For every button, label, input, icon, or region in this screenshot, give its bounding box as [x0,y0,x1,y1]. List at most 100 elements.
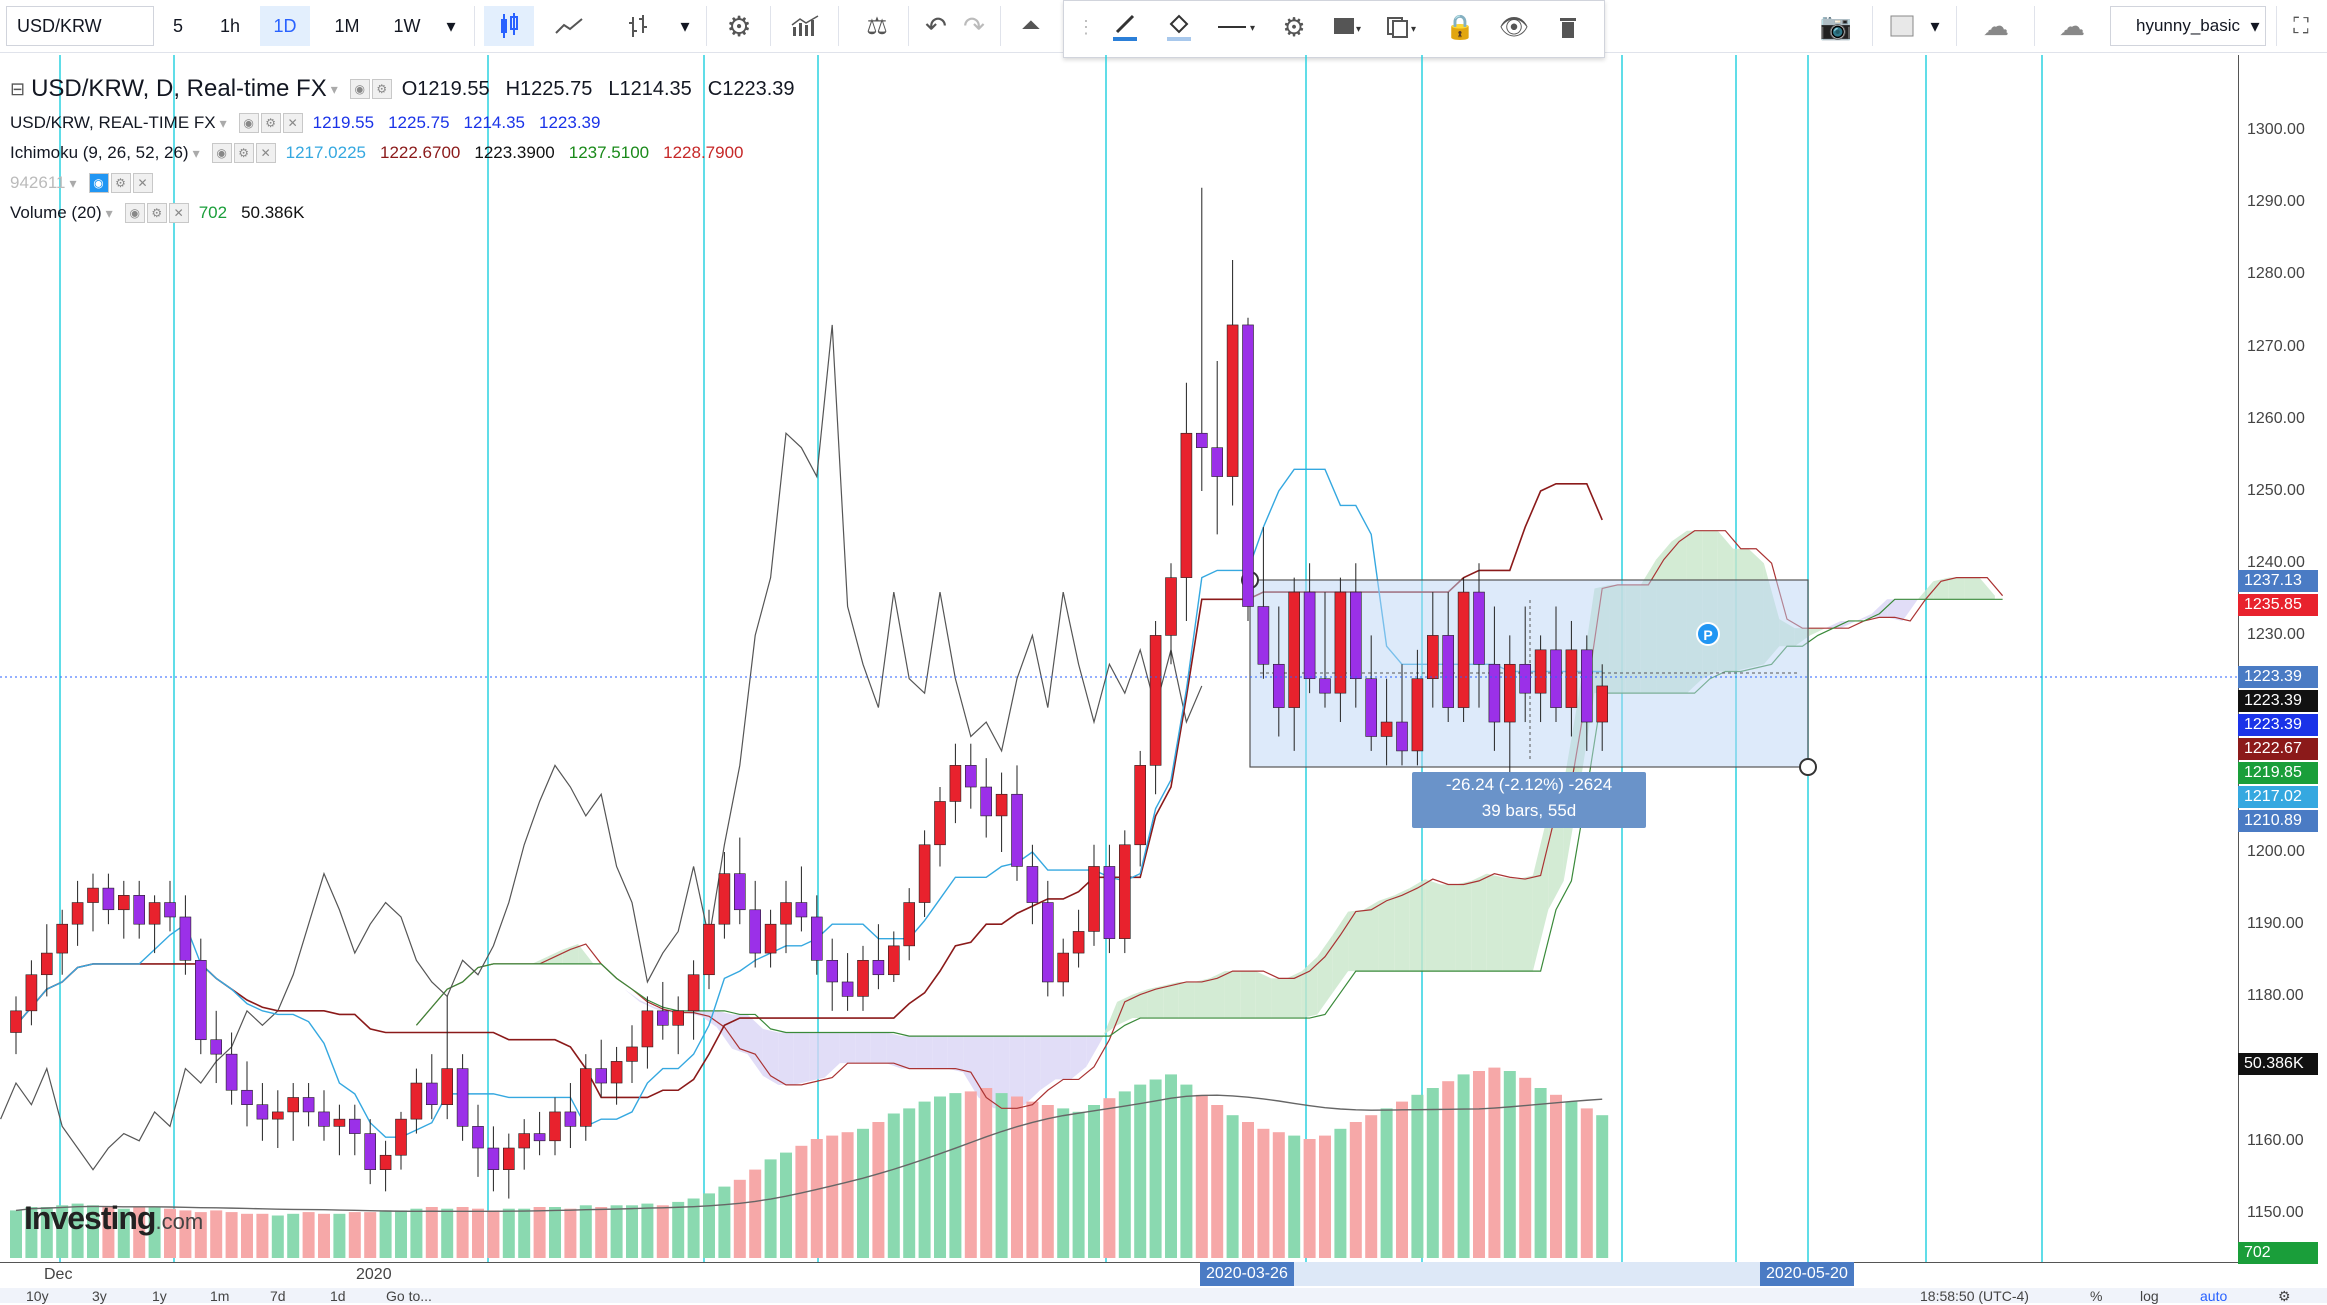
candle-body [1473,591,1485,665]
hidden-indicator-name: 942611 [10,173,66,192]
log-toggle[interactable]: log [2140,1288,2159,1304]
price-tick: 1190.00 [2247,915,2304,933]
goto-button[interactable]: Go to... [386,1288,432,1304]
undo-icon[interactable]: ↶ [925,10,947,41]
interval-dropdown-icon[interactable]: ▾ [446,15,456,36]
range-7d[interactable]: 7d [270,1288,286,1304]
price-label: 1223.39 [2238,714,2318,736]
volume-bar [1088,1105,1100,1258]
cloud-segment [1348,909,1364,972]
user-menu[interactable]: hyunny_basic [2110,6,2266,46]
volume-bar [1380,1108,1393,1258]
chevron-down-icon[interactable]: ▾ [69,174,77,191]
eye-off-icon[interactable]: ◉ [88,173,109,193]
candle-body [857,959,869,997]
redo-icon[interactable]: ↷ [963,10,985,41]
user-dropdown-icon[interactable]: ▾ [2250,15,2260,36]
lock-icon[interactable]: 🔒 [1445,13,1475,41]
cloud-segment [855,1032,871,1064]
collapse-legend-icon[interactable]: ⊟ [10,78,26,99]
eye-icon[interactable]: 👁 [1498,13,1530,41]
candle-body [1442,635,1454,708]
candle-body [518,1133,531,1149]
volume-bar [1550,1094,1562,1258]
compare-icon[interactable]: ⚖ [866,12,888,40]
symbol-input[interactable]: USD/KRW [6,6,154,46]
range-10y[interactable]: 10y [26,1288,49,1304]
candles-icon[interactable] [484,6,534,46]
eye-icon[interactable]: ◉ [124,203,145,223]
logo-suffix: .com [155,1209,204,1234]
chart-type-dropdown-icon[interactable]: ▾ [680,15,690,36]
drag-handle-icon[interactable]: ⋮ [1077,16,1095,37]
price-tick: 1150.00 [2247,1204,2304,1221]
gear-icon[interactable]: ⚙ [371,79,392,99]
fullscreen-icon[interactable]: ⛶ [2293,13,2309,38]
candle-body [133,895,145,925]
trash-icon[interactable] [1546,7,1590,47]
cloud-load-icon[interactable]: ☁ [1983,10,2009,41]
volume-bar [133,1207,146,1258]
volume-bar [1596,1115,1609,1258]
volume-bar [1103,1098,1116,1258]
interval-1w[interactable]: 1W [393,15,421,36]
gear-icon[interactable]: ⚙ [233,143,254,163]
candle-body [626,1046,638,1062]
bars-icon[interactable] [614,6,664,46]
line-style-icon[interactable]: ▾ [1210,7,1266,47]
alert-icon[interactable]: ⏶ [1021,12,1041,39]
candle-body [1550,649,1562,708]
cloud-save-icon[interactable]: ☁ [2059,10,2085,41]
chevron-down-icon[interactable]: ▾ [219,114,227,131]
clone-icon[interactable]: ▾ [1378,7,1428,47]
camera-icon[interactable]: 📷 [1819,10,1853,41]
visibility-order-icon[interactable]: ▾ [1322,7,1372,47]
eye-icon[interactable]: ◉ [211,143,232,163]
volume-ma-value: 50.386K [241,203,305,222]
chevron-down-icon[interactable]: ▾ [330,80,338,97]
auto-toggle[interactable]: auto [2200,1288,2228,1304]
layout-icon[interactable] [1882,6,1922,46]
volume-bar [1503,1071,1516,1258]
settings-gear-icon[interactable]: ⚙ [2278,1288,2291,1304]
separator [838,6,839,46]
interval-1d[interactable]: 1D [260,6,310,46]
volume-bar [333,1213,346,1258]
chart-canvas[interactable]: P [0,55,2238,1262]
cloud-segment [1271,978,1287,1019]
close-icon[interactable]: ✕ [255,143,276,163]
indicators-icon[interactable] [780,6,830,46]
gear-icon[interactable]: ⚙ [726,10,752,42]
interval-5[interactable]: 5 [172,15,183,36]
range-1y[interactable]: 1y [152,1288,167,1304]
interval-1m[interactable]: 1M [334,15,360,36]
range-1d[interactable]: 1d [330,1288,346,1304]
volume-bar [241,1213,253,1258]
gear-icon[interactable]: ⚙ [110,173,131,193]
percent-toggle[interactable]: % [2090,1288,2103,1304]
close-icon[interactable]: ✕ [132,173,153,193]
gear-icon[interactable]: ⚙ [146,203,167,223]
gear-icon[interactable]: ⚙ [260,113,281,133]
price-axis[interactable]: 1300.00 1290.00 1280.00 1270.00 1260.00 1250.… [2238,55,2327,1262]
chevron-down-icon[interactable]: ▾ [192,144,200,161]
candle-body [425,1082,438,1106]
candle-body [1319,678,1331,694]
range-3y[interactable]: 3y [92,1288,107,1304]
time-axis[interactable]: Dec 2020 [0,1262,2238,1289]
range-1m[interactable]: 1m [210,1288,230,1304]
eye-icon[interactable]: ◉ [238,113,259,133]
close-icon[interactable]: ✕ [168,203,189,223]
volume-bar [102,1207,115,1258]
line-chart-icon[interactable] [544,6,594,46]
drawing-settings-icon[interactable]: ⚙ [1282,11,1306,42]
chevron-down-icon[interactable]: ▾ [105,204,113,221]
fill-color-icon[interactable] [1154,7,1204,47]
layout-dropdown-icon[interactable]: ▾ [1930,15,1940,36]
cloud-segment [1147,985,1164,1019]
interval-1h[interactable]: 1h [219,15,241,36]
pencil-color-icon[interactable] [1100,7,1150,47]
close-icon[interactable]: ✕ [282,113,303,133]
volume-bar [256,1213,269,1258]
eye-icon[interactable]: ◉ [349,79,370,99]
